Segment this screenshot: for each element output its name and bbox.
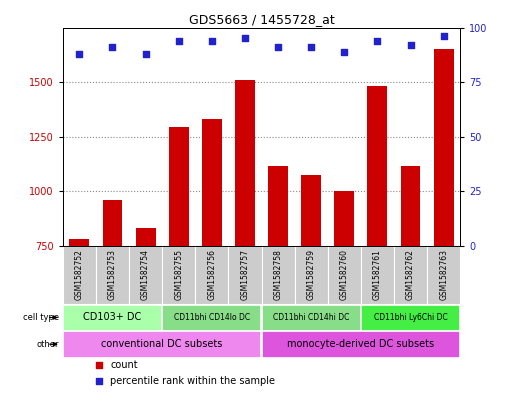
Bar — [361, 305, 459, 330]
Text: CD11bhi CD14lo DC: CD11bhi CD14lo DC — [174, 313, 250, 322]
Text: GSM1582753: GSM1582753 — [108, 249, 117, 300]
Bar — [361, 246, 394, 304]
Bar — [202, 119, 222, 246]
Text: percentile rank within the sample: percentile rank within the sample — [110, 376, 276, 386]
Text: GSM1582755: GSM1582755 — [174, 249, 183, 300]
Bar — [262, 331, 459, 357]
Text: monocyte-derived DC subsets: monocyte-derived DC subsets — [287, 339, 435, 349]
Text: other: other — [36, 340, 59, 349]
Bar — [401, 166, 420, 246]
Bar — [294, 246, 328, 304]
Text: conventional DC subsets: conventional DC subsets — [101, 339, 223, 349]
Point — [373, 37, 382, 44]
Text: GSM1582757: GSM1582757 — [241, 249, 249, 300]
Point — [307, 44, 315, 50]
Point — [406, 42, 415, 48]
Title: GDS5663 / 1455728_at: GDS5663 / 1455728_at — [189, 13, 334, 26]
Bar — [169, 127, 189, 246]
Text: GSM1582758: GSM1582758 — [274, 249, 282, 300]
Bar — [334, 191, 354, 246]
Text: GSM1582756: GSM1582756 — [207, 249, 217, 300]
Bar — [162, 305, 260, 330]
Bar — [135, 228, 155, 246]
Text: GSM1582752: GSM1582752 — [75, 249, 84, 300]
Point — [94, 362, 103, 369]
Point — [175, 37, 183, 44]
Bar — [63, 246, 96, 304]
Bar — [434, 50, 453, 246]
Point — [439, 33, 448, 39]
Point — [75, 51, 84, 57]
Text: GSM1582762: GSM1582762 — [406, 249, 415, 300]
Text: CD103+ DC: CD103+ DC — [83, 312, 142, 323]
Bar — [262, 305, 360, 330]
Text: GSM1582760: GSM1582760 — [340, 249, 349, 300]
Bar — [427, 246, 460, 304]
Bar — [328, 246, 361, 304]
Bar — [229, 246, 262, 304]
Text: GSM1582761: GSM1582761 — [373, 249, 382, 300]
Point — [94, 378, 103, 384]
Bar — [368, 86, 388, 246]
Bar — [262, 246, 294, 304]
Point — [108, 44, 117, 50]
Point — [340, 48, 348, 55]
Bar — [394, 246, 427, 304]
Text: cell type: cell type — [22, 313, 59, 322]
Bar — [268, 166, 288, 246]
Point — [141, 51, 150, 57]
Bar — [70, 239, 89, 246]
Bar — [63, 305, 161, 330]
Text: GSM1582759: GSM1582759 — [306, 249, 316, 300]
Bar — [103, 200, 122, 246]
Bar — [129, 246, 162, 304]
Text: count: count — [110, 360, 138, 371]
Text: GSM1582754: GSM1582754 — [141, 249, 150, 300]
Point — [274, 44, 282, 50]
Point — [241, 35, 249, 42]
Point — [208, 37, 216, 44]
Bar — [195, 246, 229, 304]
Text: GSM1582763: GSM1582763 — [439, 249, 448, 300]
Bar — [235, 80, 255, 246]
Bar — [96, 246, 129, 304]
Text: CD11bhi Ly6Chi DC: CD11bhi Ly6Chi DC — [373, 313, 448, 322]
Bar — [162, 246, 195, 304]
Bar — [63, 331, 260, 357]
Text: CD11bhi CD14hi DC: CD11bhi CD14hi DC — [273, 313, 349, 322]
Bar — [301, 175, 321, 246]
